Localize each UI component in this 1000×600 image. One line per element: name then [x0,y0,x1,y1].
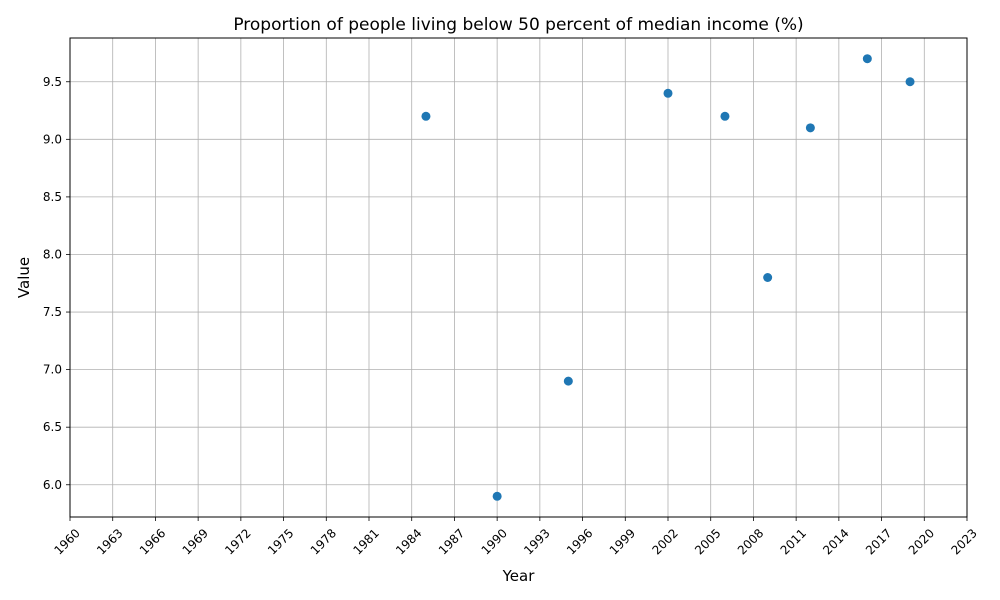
data-point [663,88,673,98]
data-points [421,54,915,501]
data-point [563,376,573,386]
y-tick-label: 6.0 [43,478,62,492]
x-tick-label: 2002 [649,526,680,557]
x-tick-label: 1972 [222,526,253,557]
y-tick-label: 8.5 [43,190,62,204]
grid-lines [69,38,968,517]
x-tick-label: 2011 [778,526,809,557]
x-tick-label: 2005 [692,526,723,557]
y-tick-label: 8.0 [43,247,62,261]
x-tick-label: 1996 [564,526,595,557]
x-tick-label: 2008 [735,526,766,557]
x-tick-label: 2023 [948,526,979,557]
y-tick-label: 7.0 [43,363,62,377]
x-tick-label: 2020 [906,526,937,557]
x-axis-label: Year [502,567,536,585]
x-tick-label: 1969 [180,526,211,557]
x-axis-ticks: 1960 1963 1966 1969 1972 1975 1978 1981 1984 1987… [51,517,980,558]
plot-area-frame [69,37,968,518]
x-tick-label: 2014 [820,526,851,557]
y-axis-ticks: 6.0 6.5 7.0 7.5 8.0 8.5 9.0 9.5 [43,75,70,492]
x-tick-label: 2017 [863,526,894,557]
x-tick-label: 1990 [479,526,510,557]
x-tick-label: 1966 [137,526,168,557]
data-point [720,111,730,121]
data-point [805,123,815,133]
x-tick-label: 1975 [265,526,296,557]
data-point [905,77,915,87]
y-axis-label: Value [15,257,33,298]
x-tick-label: 1987 [436,526,467,557]
data-point [763,273,773,282]
data-point [492,491,502,501]
x-tick-label: 1963 [94,526,125,557]
y-tick-label: 7.5 [43,305,62,319]
x-tick-label: 1960 [51,526,82,557]
x-tick-label: 1984 [393,526,424,557]
x-tick-label: 1978 [308,526,339,557]
x-tick-label: 1999 [607,526,638,557]
chart-title: Proportion of people living below 50 per… [233,15,803,35]
y-tick-label: 9.5 [43,75,62,89]
y-tick-label: 6.5 [43,420,62,434]
data-point [862,54,872,64]
data-point [421,111,431,121]
x-tick-label: 1993 [521,526,552,557]
y-tick-label: 9.0 [43,132,62,146]
x-tick-label: 1981 [350,526,381,557]
